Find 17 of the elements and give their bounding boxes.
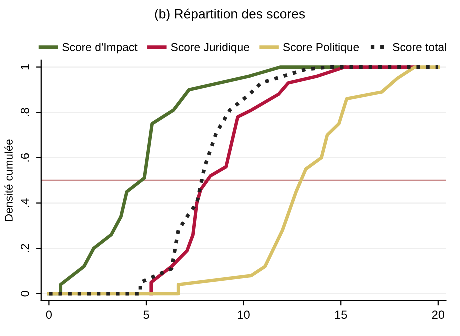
chart-title: (b) Répartition des scores xyxy=(155,8,306,22)
y-tick-label: .8 xyxy=(20,108,30,116)
legend-label: Score Juridique xyxy=(171,43,250,54)
y-tick-label: 0 xyxy=(20,291,30,297)
legend-label: Score d'Impact xyxy=(62,43,138,54)
y-axis-title: Densité cumulée xyxy=(4,140,13,222)
legend-label: Score total xyxy=(393,43,446,52)
y-tick-label: 1 xyxy=(21,64,30,70)
x-tick-label: 10 xyxy=(238,310,250,320)
legend-label: Score Politique xyxy=(283,43,360,54)
x-tick-label: 0 xyxy=(46,310,52,320)
x-tick-label: 20 xyxy=(432,310,445,320)
y-tick-label: .6 xyxy=(20,154,30,162)
x-tick-label: 15 xyxy=(335,310,348,320)
x-tick-label: 5 xyxy=(144,310,150,320)
y-tick-label: .4 xyxy=(21,198,30,208)
y-tick-label: .2 xyxy=(20,244,30,252)
